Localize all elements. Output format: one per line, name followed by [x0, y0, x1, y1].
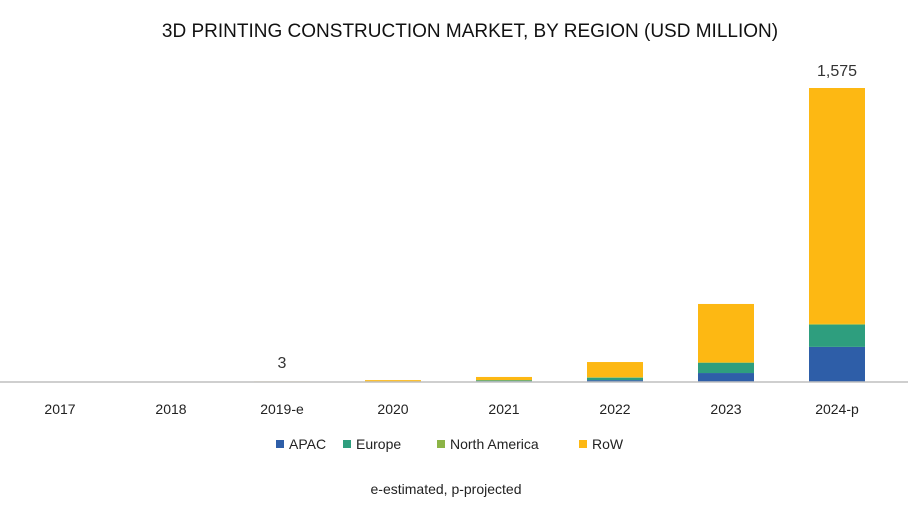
data-label-2024-p: 1,575	[817, 63, 857, 80]
legend-item-row: RoW	[579, 436, 624, 452]
data-label-2019-e: 3	[278, 355, 287, 372]
bar-row-2024-p	[809, 88, 865, 324]
bar-apac-2024-p	[809, 346, 865, 382]
legend-item-north-america: North America	[437, 436, 539, 452]
x-tick-label: 2023	[710, 401, 741, 417]
bar-north-america-2024-p	[809, 323, 865, 325]
bar-apac-2022	[587, 380, 643, 382]
legend-item-europe: Europe	[343, 436, 401, 452]
bar-apac-2023	[698, 373, 754, 382]
bar-europe-2024-p	[809, 324, 865, 347]
footnote: e-estimated, p-projected	[371, 481, 522, 497]
legend-label: APAC	[289, 436, 326, 452]
x-tick-label: 2019-e	[260, 401, 304, 417]
x-tick-label: 2018	[155, 401, 186, 417]
bar-europe-2021	[476, 380, 532, 382]
legend-swatch	[276, 440, 284, 448]
bar-north-america-2022	[587, 377, 643, 378]
bar-row-2023	[698, 303, 754, 363]
legend-swatch	[579, 440, 587, 448]
x-tick-label: 2020	[377, 401, 408, 417]
bar-europe-2023	[698, 362, 754, 374]
x-tick-label: 2021	[488, 401, 519, 417]
chart-title: 3D PRINTING CONSTRUCTION MARKET, BY REGI…	[162, 21, 778, 42]
bar-row-2021	[476, 376, 532, 381]
legend-label: RoW	[592, 436, 624, 452]
bar-europe-2022	[587, 377, 643, 381]
legend-swatch	[343, 440, 351, 448]
bars-layer	[254, 88, 865, 382]
legend: APAC Europe North America RoW	[276, 436, 624, 452]
data-labels: 3 1,575	[278, 63, 858, 372]
bar-row-2022	[587, 362, 643, 378]
x-tick-label: 2024-p	[815, 401, 859, 417]
x-tick-label: 2022	[599, 401, 630, 417]
legend-label: North America	[450, 436, 539, 452]
legend-item-apac: APAC	[276, 436, 326, 452]
legend-swatch	[437, 440, 445, 448]
x-tick-labels: 2017 2018 2019-e 2020 2021 2022 2023 2024-p	[44, 401, 859, 417]
bar-row-2020	[365, 380, 421, 382]
legend-label: Europe	[356, 436, 401, 452]
bar-north-america-2023	[698, 362, 754, 363]
x-tick-label: 2017	[44, 401, 75, 417]
